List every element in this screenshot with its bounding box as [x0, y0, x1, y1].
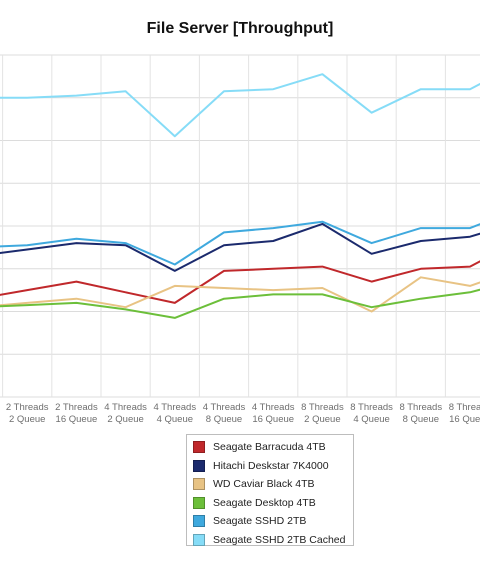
legend-item: WD Caviar Black 4TB: [193, 476, 315, 492]
legend-swatch: [193, 496, 205, 509]
legend-item: Hitachi Deskstar 7K4000: [193, 458, 329, 474]
series-line-5: [0, 220, 480, 266]
legend-label: Seagate Barracuda 4TB: [213, 441, 326, 453]
series-line-4: [0, 288, 480, 319]
series-line-6: [0, 73, 480, 138]
legend-swatch: [193, 478, 205, 490]
x-tick-label: 4 Threads 8 Queue: [203, 402, 246, 425]
legend-swatch: [193, 515, 205, 527]
series-layer: [0, 73, 480, 319]
legend-item: Seagate Barracuda 4TB: [193, 439, 326, 455]
legend: Seagate Barracuda 4TB Hitachi Deskstar 7K…: [186, 434, 354, 546]
x-tick-label: 8 Threads 2 Queue: [301, 402, 344, 425]
x-tick-label: 4 Threads 2 Queue: [104, 402, 147, 425]
x-tick-label: 2 Threads 2 Queue: [6, 402, 49, 425]
series-line-2: [0, 222, 480, 272]
legend-label: Seagate SSHD 2TB Cached: [213, 533, 346, 546]
legend-label: Seagate Desktop 4TB: [213, 496, 316, 509]
legend-item: Seagate Desktop 4TB: [193, 495, 316, 511]
chart-title: File Server [Throughput]: [146, 20, 334, 37]
x-tick-label: 4 Threads 16 Queue: [252, 402, 295, 425]
legend-label: WD Caviar Black 4TB: [213, 478, 315, 490]
x-tick-label: 8 Threads 8 Queue: [399, 402, 442, 425]
legend-swatch: [193, 459, 205, 472]
legend-swatch: [193, 441, 205, 453]
legend-label: Hitachi Deskstar 7K4000: [213, 459, 329, 472]
series-line-1: [0, 260, 480, 304]
series-line-3: [0, 276, 480, 313]
x-tick-label: 8 Threads 4 Queue: [350, 402, 393, 425]
x-tick-label: 2 Threads 16 Queue: [55, 402, 98, 425]
x-tick-label: 4 Threads 4 Queue: [153, 402, 196, 425]
grid-layer: [0, 54, 480, 398]
legend-swatch: [193, 533, 205, 546]
legend-item: Seagate SSHD 2TB Cached: [193, 532, 346, 548]
legend-label: Seagate SSHD 2TB: [213, 515, 307, 527]
legend-item: Seagate SSHD 2TB: [193, 513, 306, 529]
